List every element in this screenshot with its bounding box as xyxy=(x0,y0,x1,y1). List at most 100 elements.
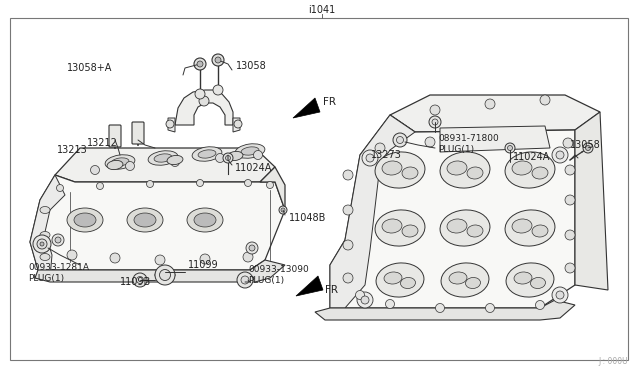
Text: 08931-71800: 08931-71800 xyxy=(438,134,499,142)
Circle shape xyxy=(244,180,252,186)
Text: i1041: i1041 xyxy=(308,5,335,15)
Ellipse shape xyxy=(67,208,103,232)
Text: FR: FR xyxy=(325,285,338,295)
Circle shape xyxy=(249,245,255,251)
Ellipse shape xyxy=(402,225,418,237)
Text: FR: FR xyxy=(323,97,336,107)
Circle shape xyxy=(556,291,564,299)
Polygon shape xyxy=(55,148,275,182)
Circle shape xyxy=(197,61,203,67)
Circle shape xyxy=(357,292,373,308)
Ellipse shape xyxy=(134,213,156,227)
Text: 00933-1281A: 00933-1281A xyxy=(28,263,89,272)
Circle shape xyxy=(147,180,154,187)
Circle shape xyxy=(362,150,378,166)
Ellipse shape xyxy=(148,151,178,165)
Circle shape xyxy=(565,195,575,205)
Ellipse shape xyxy=(531,278,545,289)
Circle shape xyxy=(216,154,225,163)
Text: 11024A: 11024A xyxy=(513,152,550,162)
Ellipse shape xyxy=(382,219,402,233)
Circle shape xyxy=(125,161,134,170)
Circle shape xyxy=(97,183,104,189)
Circle shape xyxy=(159,269,170,280)
Circle shape xyxy=(425,137,435,147)
Ellipse shape xyxy=(194,213,216,227)
Ellipse shape xyxy=(532,225,548,237)
Circle shape xyxy=(432,119,438,125)
Circle shape xyxy=(200,254,210,264)
Polygon shape xyxy=(440,126,550,152)
Circle shape xyxy=(215,57,221,63)
Ellipse shape xyxy=(198,150,216,158)
Polygon shape xyxy=(175,90,233,125)
Circle shape xyxy=(565,263,575,273)
Text: 00933-13090: 00933-13090 xyxy=(248,266,308,275)
Ellipse shape xyxy=(376,263,424,297)
Circle shape xyxy=(536,301,545,310)
Ellipse shape xyxy=(107,160,123,170)
Circle shape xyxy=(343,273,353,283)
Circle shape xyxy=(237,272,253,288)
Circle shape xyxy=(586,145,591,151)
Circle shape xyxy=(241,276,249,284)
Circle shape xyxy=(133,273,147,287)
Text: 13273: 13273 xyxy=(371,150,402,160)
FancyBboxPatch shape xyxy=(109,125,121,147)
Ellipse shape xyxy=(241,147,259,155)
Text: 11099: 11099 xyxy=(188,260,219,270)
Circle shape xyxy=(505,143,515,153)
Circle shape xyxy=(281,208,285,212)
Ellipse shape xyxy=(154,154,172,162)
Circle shape xyxy=(583,143,593,153)
Ellipse shape xyxy=(514,272,532,284)
Circle shape xyxy=(110,253,120,263)
Polygon shape xyxy=(330,115,575,308)
Circle shape xyxy=(355,291,365,299)
Text: PLUG(1): PLUG(1) xyxy=(438,144,474,154)
Circle shape xyxy=(243,252,253,262)
Polygon shape xyxy=(293,98,320,118)
Circle shape xyxy=(486,304,495,312)
Text: PLUG(1): PLUG(1) xyxy=(248,276,284,285)
Text: 1109B: 1109B xyxy=(120,277,151,287)
Circle shape xyxy=(213,85,223,95)
Circle shape xyxy=(196,180,204,186)
Polygon shape xyxy=(30,175,285,270)
Circle shape xyxy=(40,242,44,246)
Ellipse shape xyxy=(384,272,402,284)
Circle shape xyxy=(508,145,513,151)
FancyBboxPatch shape xyxy=(132,122,144,144)
Circle shape xyxy=(33,235,51,253)
Ellipse shape xyxy=(402,167,418,179)
Circle shape xyxy=(393,133,407,147)
Circle shape xyxy=(279,206,287,214)
Text: 11024A: 11024A xyxy=(235,163,273,173)
Text: 13058: 13058 xyxy=(570,140,601,150)
Circle shape xyxy=(361,296,369,304)
Circle shape xyxy=(385,299,394,308)
Circle shape xyxy=(435,304,445,312)
Circle shape xyxy=(397,137,403,144)
Circle shape xyxy=(266,182,273,189)
Ellipse shape xyxy=(465,278,481,289)
Ellipse shape xyxy=(40,253,50,260)
Circle shape xyxy=(90,166,99,174)
Circle shape xyxy=(67,250,77,260)
Polygon shape xyxy=(296,276,323,296)
Circle shape xyxy=(166,120,174,128)
Ellipse shape xyxy=(512,219,532,233)
Circle shape xyxy=(136,276,143,283)
Ellipse shape xyxy=(105,155,135,169)
Circle shape xyxy=(212,54,224,66)
Text: 13058+A: 13058+A xyxy=(67,63,112,73)
Circle shape xyxy=(429,116,441,128)
Circle shape xyxy=(155,265,175,285)
Text: 11048B: 11048B xyxy=(289,213,326,223)
Ellipse shape xyxy=(187,208,223,232)
Text: 13213: 13213 xyxy=(57,145,88,155)
Ellipse shape xyxy=(467,167,483,179)
Circle shape xyxy=(556,151,564,159)
Ellipse shape xyxy=(449,272,467,284)
Polygon shape xyxy=(35,260,285,282)
